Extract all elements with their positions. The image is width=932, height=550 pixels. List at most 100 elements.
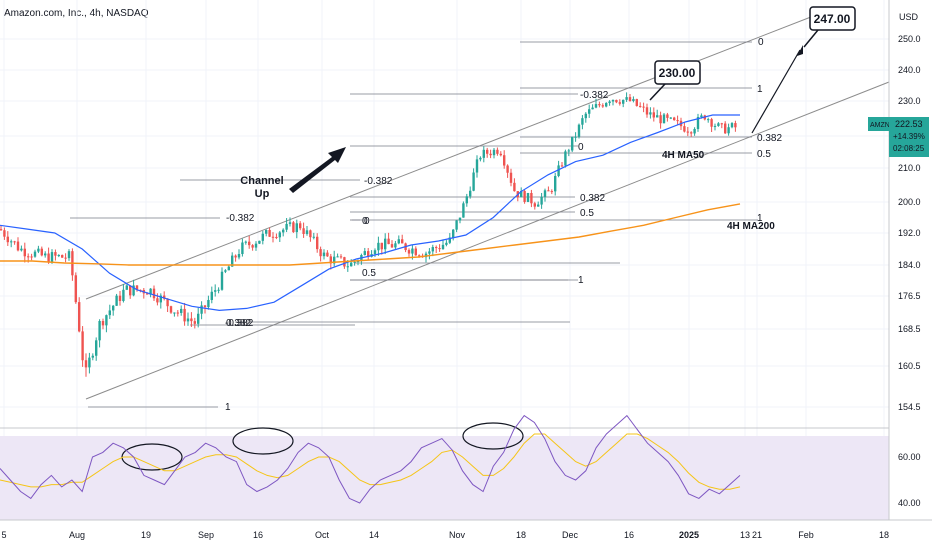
candle-body (411, 248, 414, 254)
fib-label: 1 (225, 402, 231, 413)
candle-body (591, 107, 594, 110)
candle-body (645, 107, 649, 115)
candle-body (339, 256, 343, 258)
candle-body (282, 229, 285, 233)
fib-label: 0.5 (757, 149, 771, 160)
candle-body (431, 247, 434, 252)
candle-body (173, 312, 176, 314)
candle-body (690, 132, 693, 134)
price-tick-label: 176.5 (898, 291, 921, 301)
candle-body (594, 104, 598, 108)
rsi-lines (0, 414, 741, 504)
candle-body (482, 149, 485, 158)
time-tick-label: 16 (624, 530, 634, 540)
candle-body (428, 251, 431, 254)
candle-body (84, 360, 88, 368)
candle-body (445, 242, 448, 245)
candle-body (639, 105, 642, 107)
candle-body (27, 256, 30, 258)
candle-body (333, 256, 336, 264)
candle-body (526, 193, 530, 202)
candle-body (550, 191, 553, 193)
candle-body (122, 289, 125, 301)
candle-body (302, 228, 305, 234)
candle-body (448, 237, 451, 243)
candle-body (312, 236, 315, 238)
rsi-ellipse (462, 422, 524, 450)
candle-body (401, 239, 404, 244)
candle-body (186, 318, 190, 322)
candle-body (350, 262, 353, 267)
candle-body (176, 312, 179, 314)
candle-body (666, 114, 669, 118)
candle-body (713, 125, 717, 127)
candle-body (489, 153, 492, 156)
candle-body (203, 305, 207, 308)
candle-body (628, 97, 632, 101)
candle-body (278, 232, 281, 238)
candle-body (717, 123, 720, 126)
candle-body (67, 251, 71, 259)
candle-body (61, 255, 64, 258)
candle-body (81, 331, 84, 361)
candle-body (377, 242, 380, 251)
candle-body (146, 293, 149, 295)
candle-body (496, 149, 499, 154)
candle-body (241, 242, 244, 255)
time-tick-label: Feb (798, 530, 814, 540)
candle-body (37, 248, 40, 252)
candle-body (615, 99, 618, 103)
candle-body (50, 252, 54, 263)
candle-body (268, 230, 271, 237)
fib-label: 1 (757, 84, 763, 95)
candle-body (676, 120, 679, 122)
candle-body (588, 109, 591, 114)
candle-body (683, 126, 686, 132)
rsi-ellipses (121, 422, 524, 471)
candle-body (659, 115, 662, 124)
price-tag[interactable]: AMZN 222.53 +14.39% 02:08:25 (868, 117, 929, 157)
candle-body (112, 305, 115, 311)
candle-body (540, 196, 543, 205)
candle-body (730, 123, 734, 128)
price-badge (889, 117, 929, 157)
candle-body (574, 136, 577, 138)
candle-body (271, 236, 275, 238)
time-tick-label: 18 (516, 530, 526, 540)
candle-body (506, 165, 509, 173)
candle-body (649, 112, 652, 115)
candle-body (6, 236, 9, 243)
candle-body (20, 248, 23, 251)
channel-upper-line (85, 14, 817, 300)
candle-body (537, 204, 540, 207)
rsi-ellipse (232, 427, 294, 455)
high-callout-label: 230.00 (659, 66, 696, 80)
time-tick-label: 16 (253, 530, 263, 540)
candle-body (418, 255, 421, 257)
candle-body (237, 254, 241, 258)
candle-body (547, 190, 550, 192)
candle-body (693, 128, 696, 134)
candle-body (299, 223, 302, 229)
price-tick-label: 210.0 (898, 163, 921, 173)
fib-label: 0.5 (362, 268, 376, 279)
candle-body (734, 123, 737, 128)
candle-body (13, 241, 16, 243)
price-tick-label: 240.0 (898, 65, 921, 75)
ma50-line (0, 114, 740, 312)
candle-body (707, 119, 710, 121)
candle-body (564, 151, 567, 166)
candle-body (261, 233, 264, 241)
candle-body (244, 241, 247, 243)
price-tick-label: 200.0 (898, 197, 921, 207)
candle-body (479, 157, 482, 160)
candle-body (118, 295, 122, 301)
candle-body (265, 230, 268, 234)
candle-body (309, 230, 312, 238)
candle-body (54, 252, 57, 256)
candle-body (669, 117, 672, 119)
candle-body (605, 103, 608, 107)
candle-body (455, 220, 458, 230)
